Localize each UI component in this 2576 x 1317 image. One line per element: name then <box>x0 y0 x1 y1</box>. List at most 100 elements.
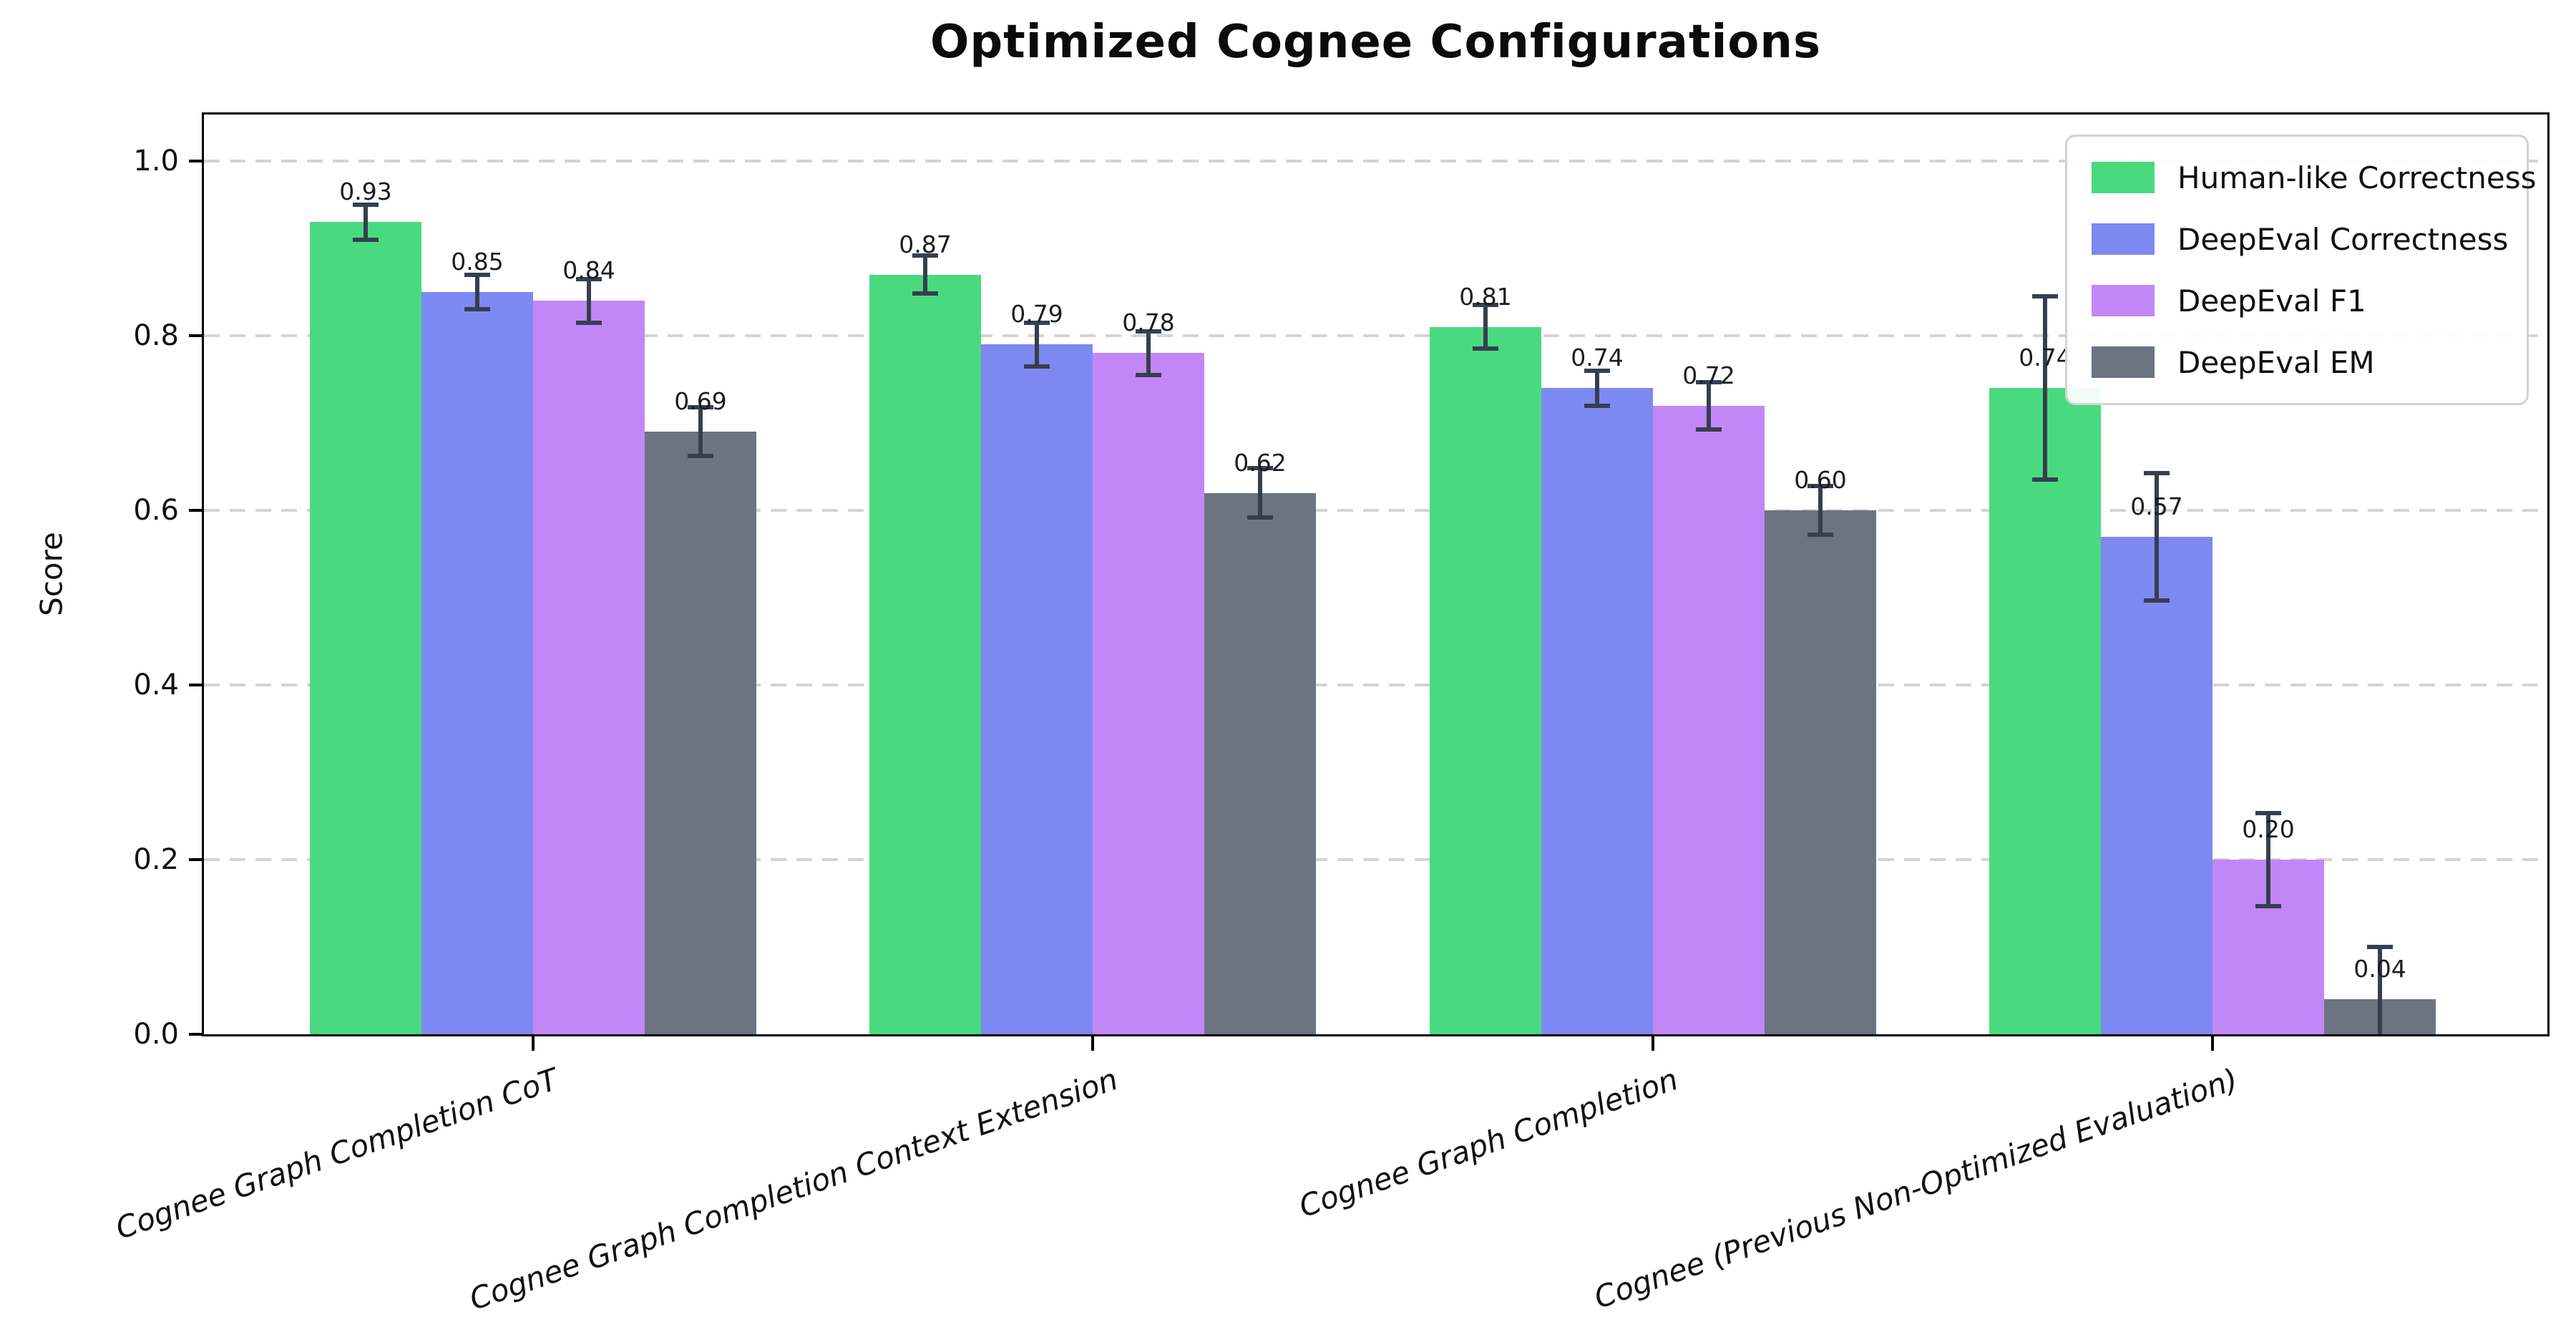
error-bar-bottom-cap <box>2144 598 2170 603</box>
y-tick-label: 0.0 <box>133 1018 179 1051</box>
error-bar-bottom-cap <box>1696 427 1722 432</box>
bar-value-label: 0.04 <box>2353 955 2406 983</box>
bar <box>421 292 533 1034</box>
error-bar-top-cap <box>2144 470 2170 475</box>
bar-value-label: 0.87 <box>899 230 952 258</box>
legend-label: Human-like Correctness <box>2177 160 2537 195</box>
legend-item: DeepEval F1 <box>2067 283 2527 319</box>
bar-value-label: 0.69 <box>674 387 727 416</box>
bar <box>981 344 1093 1034</box>
chart-title: Optimized Cognee Configurations <box>930 16 1822 69</box>
error-bar-top-cap <box>912 253 938 258</box>
legend-item: DeepEval Correctness <box>2067 222 2527 257</box>
legend-swatch <box>2092 223 2155 255</box>
error-bar <box>698 407 703 457</box>
bar-value-label: 0.74 <box>1571 344 1624 372</box>
bar-value-label: 0.60 <box>1794 465 1847 494</box>
legend-swatch <box>2092 346 2155 378</box>
error-bar-top-cap <box>1247 466 1273 471</box>
x-tick <box>2211 1036 2214 1051</box>
bar <box>310 222 421 1034</box>
error-bar <box>1258 468 1262 517</box>
y-tick-label: 0.2 <box>133 843 179 876</box>
bar-value-label: 0.84 <box>562 256 615 285</box>
error-bar-bottom-cap <box>2032 477 2058 482</box>
error-bar <box>475 274 479 310</box>
legend-swatch <box>2092 162 2155 193</box>
error-bar <box>1595 370 1599 406</box>
x-tick-label: Cognee (Previous Non-Optimized Evaluatio… <box>1589 1061 2242 1316</box>
grid-line <box>204 509 2547 512</box>
bar <box>869 274 981 1034</box>
grid-line <box>204 684 2547 686</box>
x-tick <box>1091 1036 1094 1051</box>
bar <box>1541 388 1653 1034</box>
error-bar-bottom-cap <box>1584 403 1610 408</box>
error-bar-bottom-cap <box>1807 533 1833 538</box>
bar <box>1430 326 1541 1034</box>
error-bar-bottom-cap <box>576 320 602 325</box>
error-bar-bottom-cap <box>1247 515 1273 520</box>
error-bar <box>1483 305 1488 349</box>
error-bar <box>1146 331 1151 375</box>
error-bar-bottom-cap <box>2255 903 2281 908</box>
y-axis-label: Score <box>34 532 69 616</box>
error-bar <box>364 205 368 240</box>
error-bar <box>1035 322 1039 366</box>
y-tick-label: 0.6 <box>133 494 179 527</box>
error-bar-top-cap <box>688 405 713 410</box>
error-bar-bottom-cap <box>464 307 490 312</box>
error-bar <box>1818 485 1823 535</box>
y-tick <box>189 334 202 337</box>
error-bar-bottom-cap <box>688 454 713 459</box>
error-bar-top-cap <box>576 276 602 281</box>
bar <box>533 301 645 1034</box>
error-bar-top-cap <box>1584 368 1610 373</box>
error-bar-top-cap <box>1136 329 1161 334</box>
error-bar <box>923 255 927 294</box>
error-bar-bottom-cap <box>1136 372 1161 377</box>
legend-item: Human-like Correctness <box>2067 160 2537 195</box>
legend-label: DeepEval Correctness <box>2177 221 2509 257</box>
x-tick-label: Cognee Graph Completion CoT <box>111 1061 562 1246</box>
x-tick <box>1652 1036 1654 1051</box>
bar <box>2101 536 2212 1034</box>
bar <box>1653 405 1765 1034</box>
bar-value-label: 0.57 <box>2130 492 2183 520</box>
y-tick <box>189 1033 202 1036</box>
y-tick-label: 0.8 <box>133 319 179 352</box>
bar <box>1989 388 2101 1034</box>
grid-line <box>204 160 2547 162</box>
bar-value-label: 0.81 <box>1459 282 1512 311</box>
error-bar <box>2266 813 2270 906</box>
error-bar <box>2378 947 2382 1034</box>
bar-value-label: 0.79 <box>1010 300 1063 329</box>
bar-value-label: 0.74 <box>2019 344 2072 372</box>
bar-value-label: 0.85 <box>451 247 504 276</box>
bar <box>645 432 756 1034</box>
error-bar-bottom-cap <box>912 291 938 296</box>
legend-label: DeepEval EM <box>2177 344 2375 380</box>
bar <box>1765 510 1876 1034</box>
bar-value-label: 0.72 <box>1682 361 1735 389</box>
bar-value-label: 0.78 <box>1122 308 1175 337</box>
error-bar-top-cap <box>1696 379 1722 384</box>
y-tick <box>189 858 202 861</box>
bar-value-label: 0.20 <box>2242 815 2295 843</box>
error-bar <box>2155 472 2159 601</box>
error-bar-bottom-cap <box>1024 364 1050 369</box>
bar <box>1093 353 1204 1034</box>
y-tick <box>189 509 202 512</box>
x-tick <box>532 1036 535 1051</box>
error-bar-top-cap <box>2367 945 2393 949</box>
grid-line <box>204 858 2547 861</box>
bar-value-label: 0.62 <box>1234 448 1287 477</box>
error-bar-top-cap <box>2255 811 2281 816</box>
x-tick-label: Cognee Graph Completion Context Extensio… <box>464 1061 1122 1317</box>
y-tick <box>189 684 202 686</box>
bar <box>1204 492 1316 1034</box>
y-tick-label: 0.4 <box>133 669 179 701</box>
grid-line <box>204 334 2547 337</box>
error-bar-top-cap <box>464 272 490 277</box>
error-bar-bottom-cap <box>1473 346 1498 351</box>
